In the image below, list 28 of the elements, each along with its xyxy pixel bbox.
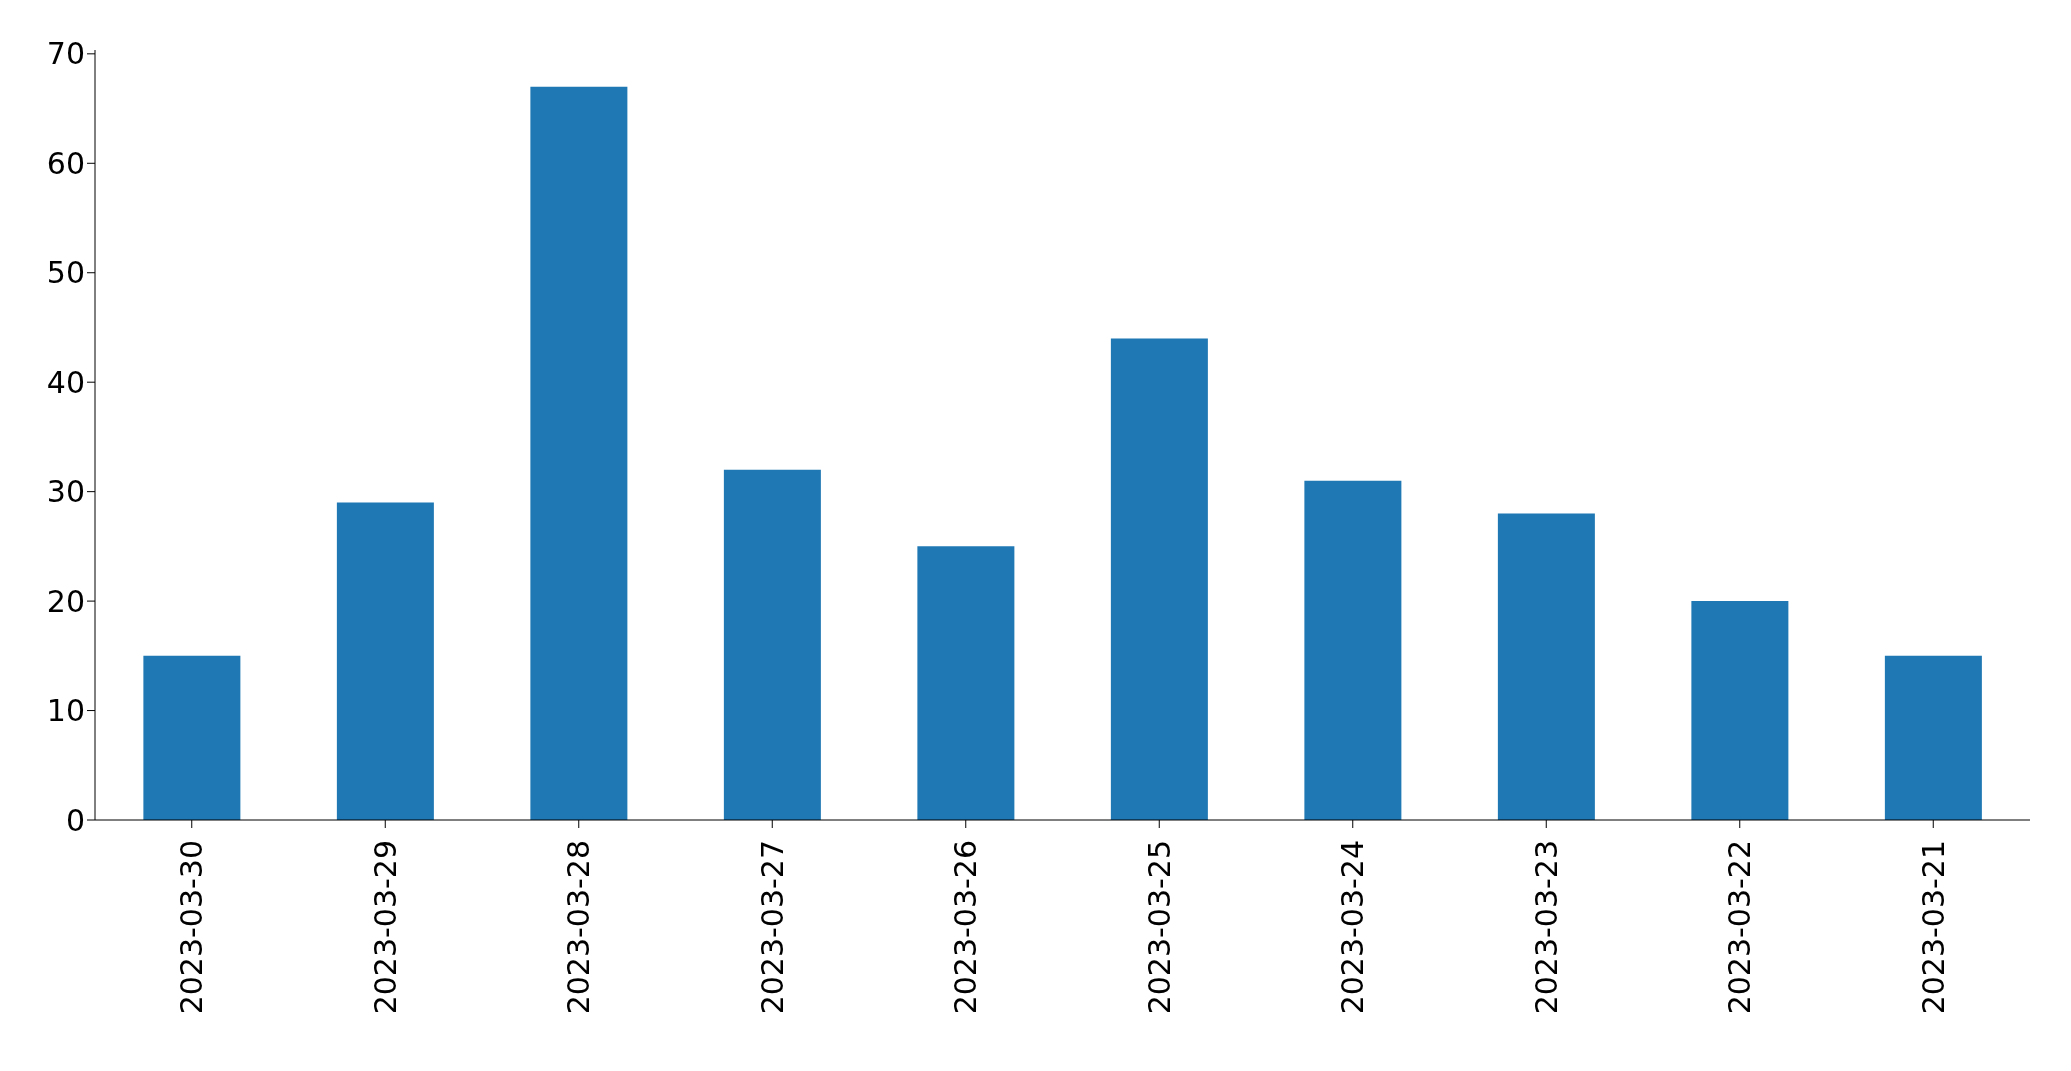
x-tick-label: 2023-03-23	[1528, 840, 1564, 1015]
bar	[917, 546, 1015, 820]
x-tick-label: 2023-03-27	[754, 840, 790, 1015]
bar	[1884, 655, 1982, 820]
y-tick-label: 70	[46, 36, 85, 72]
y-tick-label: 40	[46, 364, 85, 400]
bar	[530, 86, 628, 820]
bar	[1691, 601, 1789, 820]
bar	[336, 502, 434, 820]
bar	[143, 655, 241, 820]
x-tick-label: 2023-03-28	[561, 840, 597, 1015]
y-tick-label: 10	[46, 693, 85, 729]
x-tick-label: 2023-03-22	[1722, 840, 1758, 1015]
y-tick-label: 30	[46, 474, 85, 510]
x-tick-label: 2023-03-25	[1141, 840, 1177, 1015]
y-tick-label: 20	[46, 583, 85, 619]
bar	[1304, 480, 1402, 820]
x-tick-label: 2023-03-30	[174, 840, 210, 1015]
y-tick-label: 50	[46, 255, 85, 291]
bar	[1497, 513, 1595, 820]
y-tick-label: 0	[65, 802, 85, 838]
x-tick-label: 2023-03-24	[1335, 840, 1371, 1015]
x-tick-label: 2023-03-21	[1915, 840, 1951, 1015]
x-tick-label: 2023-03-26	[948, 840, 984, 1015]
x-tick-label: 2023-03-29	[367, 840, 403, 1015]
bar	[723, 469, 821, 820]
bar	[1110, 338, 1208, 820]
y-tick-label: 60	[46, 145, 85, 181]
